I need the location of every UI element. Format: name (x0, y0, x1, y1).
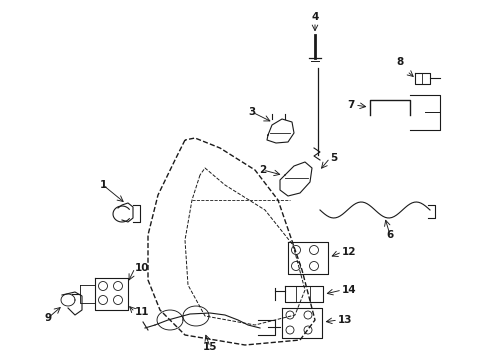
Text: 10: 10 (135, 263, 149, 273)
Text: 3: 3 (248, 107, 255, 117)
Text: 9: 9 (44, 313, 51, 323)
Text: 6: 6 (386, 230, 393, 240)
Text: 2: 2 (259, 165, 266, 175)
Text: 1: 1 (99, 180, 106, 190)
Text: 8: 8 (396, 57, 403, 67)
Text: 4: 4 (311, 12, 318, 22)
Text: 7: 7 (347, 100, 354, 110)
Text: 13: 13 (337, 315, 352, 325)
Text: 11: 11 (135, 307, 149, 317)
Text: 12: 12 (341, 247, 356, 257)
Text: 14: 14 (341, 285, 356, 295)
Text: 5: 5 (329, 153, 337, 163)
Text: 15: 15 (203, 342, 217, 352)
